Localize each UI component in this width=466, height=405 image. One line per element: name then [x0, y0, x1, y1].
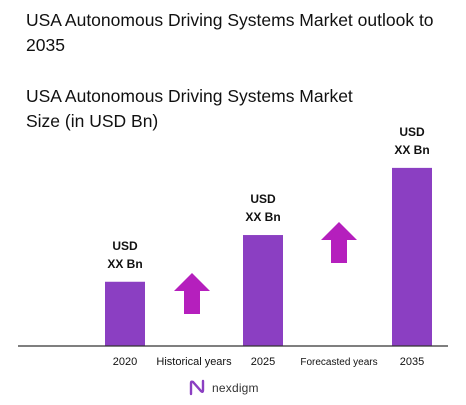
- brand-name: nexdigm: [212, 381, 259, 395]
- period-label-2: Forecasted years: [300, 357, 377, 368]
- chart-subtitle: USA Autonomous Driving Systems Market Si…: [26, 86, 353, 131]
- x-tick-label-2035: 2035: [400, 356, 424, 368]
- bar-2020: [105, 281, 145, 346]
- data-label-2035-line-2: XX Bn: [394, 143, 429, 157]
- data-label-2025-line-1: USD: [250, 192, 276, 206]
- bar-2025: [243, 235, 283, 346]
- x-tick-label-2020: 2020: [113, 356, 137, 368]
- period-label-1: Historical years: [156, 356, 232, 368]
- x-tick-label-2025: 2025: [251, 356, 275, 368]
- bar-2035: [392, 167, 432, 346]
- trend-arrow-up-2: [321, 222, 357, 263]
- data-label-2020-line-1: USD: [112, 239, 138, 253]
- brand-logo: nexdigm: [189, 378, 259, 398]
- data-label-2025-line-2: XX Bn: [245, 210, 280, 224]
- nexdigm-logo-icon: [189, 379, 205, 396]
- trend-arrow-up-1: [174, 273, 210, 314]
- data-label-2020-line-2: XX Bn: [107, 257, 142, 271]
- data-label-2035-line-1: USD: [399, 125, 425, 139]
- page-title: USA Autonomous Driving Systems Market ou…: [26, 10, 434, 55]
